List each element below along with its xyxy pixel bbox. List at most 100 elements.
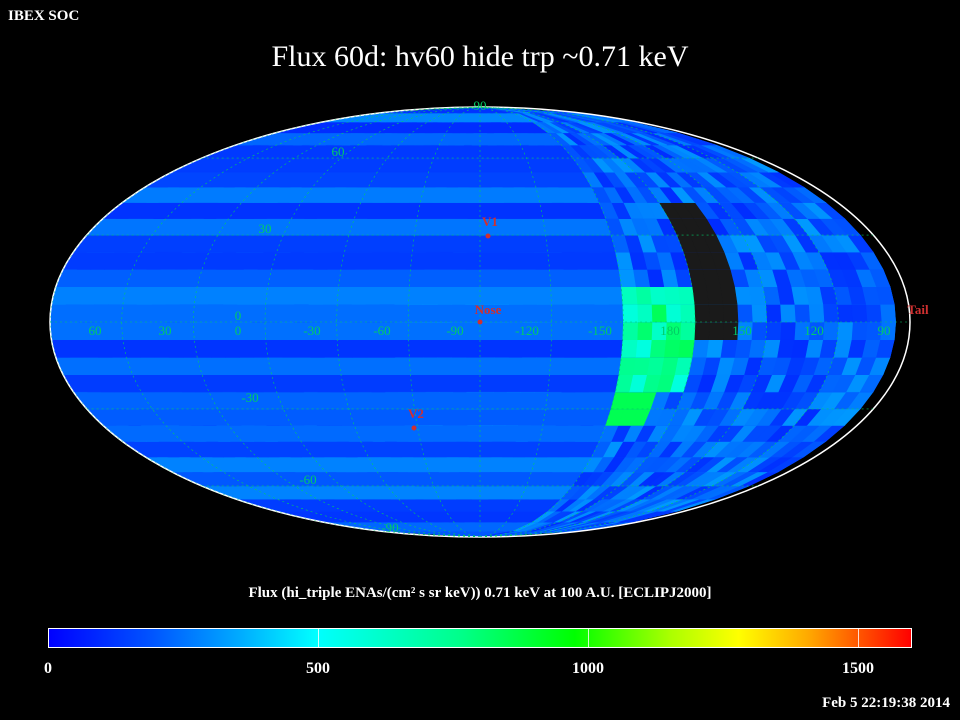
flux-cell [691, 339, 709, 358]
flux-cell [822, 321, 839, 340]
lon-label-120: 120 [804, 323, 824, 338]
colorbar-tick [858, 629, 859, 647]
marker-nose [477, 319, 483, 325]
lat-label-60: 60 [332, 144, 345, 159]
flux-cell [720, 339, 738, 358]
flux-cell [822, 304, 839, 323]
longitude-line [479, 107, 696, 537]
lon-label-180: 180 [660, 323, 680, 338]
flux-cell [722, 304, 739, 323]
colorbar-tick [588, 629, 589, 647]
marker-label-v1: V1 [482, 214, 498, 229]
flux-cells [50, 107, 896, 537]
flux-cell [705, 286, 724, 305]
marker-label-v2: V2 [408, 406, 424, 421]
flux-cell [879, 304, 896, 323]
lat-label-90: 90 [474, 98, 487, 113]
marker-v2 [411, 425, 417, 431]
timestamp: Feb 5 22:19:38 2014 [822, 695, 950, 711]
colorbar-label-1500: 1500 [842, 660, 874, 677]
flux-cell [635, 339, 652, 358]
lat-label-neg30: -30 [241, 390, 258, 405]
flux-cell [779, 321, 796, 340]
longitude-line [479, 107, 553, 537]
flux-cell [734, 286, 752, 305]
flux-cell [808, 304, 825, 323]
lon-label--30: -30 [303, 323, 320, 338]
flux-cell [663, 339, 681, 358]
colorbar-label-500: 500 [306, 660, 330, 677]
lon-label-90: 90 [878, 323, 891, 338]
lon-label--60: -60 [373, 323, 390, 338]
longitude-line [121, 107, 481, 537]
longitude-line [192, 107, 481, 537]
flux-cell [836, 304, 853, 323]
lat-label-neg90: -90 [381, 520, 398, 535]
flux-cell [708, 321, 724, 340]
marker-v1 [485, 233, 491, 239]
colorbar-label-1000: 1000 [572, 660, 604, 677]
flux-cell [622, 304, 638, 323]
longitude-line [479, 107, 839, 537]
flux-cell [693, 304, 710, 323]
flux-cell [636, 321, 653, 340]
flux-cell [679, 304, 696, 323]
graticule-labels: 90 60 30 -30 -60 -90 60 30 0 -30 -60 -90 -120 -150 180… [89, 98, 891, 535]
lat-label-neg60: -60 [299, 472, 316, 487]
colorbar-tick [318, 629, 319, 647]
flux-cell [779, 304, 796, 323]
lon-label-60: 60 [89, 323, 102, 338]
lon-label--150: -150 [588, 323, 612, 338]
flux-cell [720, 286, 738, 305]
lat-label-0: 0 [235, 308, 242, 323]
flux-cell [865, 304, 882, 323]
flux-cell [621, 286, 638, 305]
flux-cell [679, 321, 696, 340]
flux-cell [693, 321, 710, 340]
flux-cell [708, 304, 724, 323]
colorbar-title: Flux (hi_triple ENAs/(cm² s sr keV)) 0.7… [248, 585, 712, 601]
flux-cell [691, 286, 709, 305]
flux-cell [636, 304, 653, 323]
marker-label-nose: Nose [475, 302, 502, 317]
chart-title: Flux 60d: hv60 hide trp ~0.71 keV [271, 40, 689, 73]
lon-label-150: 150 [732, 323, 752, 338]
flux-cell [705, 339, 724, 358]
flux-cell [649, 339, 667, 358]
lon-label--120: -120 [515, 323, 539, 338]
flux-cell [736, 304, 753, 323]
tail-label: Tail [907, 302, 929, 317]
org-label: IBEX SOC [8, 8, 80, 24]
flux-cell [621, 339, 638, 358]
flux-cell [677, 286, 695, 305]
lon-label-0: 0 [235, 323, 242, 338]
flux-cell [851, 321, 868, 340]
longitude-line [264, 107, 481, 537]
flux-cell [836, 321, 853, 340]
longitude-line [407, 107, 481, 537]
flux-cell [618, 356, 636, 376]
flux-cell [765, 321, 782, 340]
flux-cell [793, 304, 810, 323]
lon-label-30: 30 [159, 323, 172, 338]
lat-label-30: 30 [259, 221, 272, 236]
longitude-line [479, 107, 768, 537]
flux-cell [734, 339, 752, 358]
flux-cell [649, 286, 667, 305]
flux-cell [751, 321, 767, 340]
flux-cell [635, 286, 652, 305]
lon-label--90: -90 [446, 323, 463, 338]
flux-cell [665, 304, 681, 323]
object-markers: V1 Nose V2 Tail [408, 214, 929, 431]
flux-cell [663, 286, 681, 305]
flux-cell [618, 268, 636, 288]
colorbar [48, 628, 912, 648]
flux-cell [677, 339, 695, 358]
colorbar-label-0: 0 [44, 660, 52, 677]
flux-cell [651, 304, 667, 323]
flux-cell [765, 304, 782, 323]
flux-cell [851, 304, 868, 323]
flux-cell [622, 321, 638, 340]
flux-cell [751, 304, 767, 323]
